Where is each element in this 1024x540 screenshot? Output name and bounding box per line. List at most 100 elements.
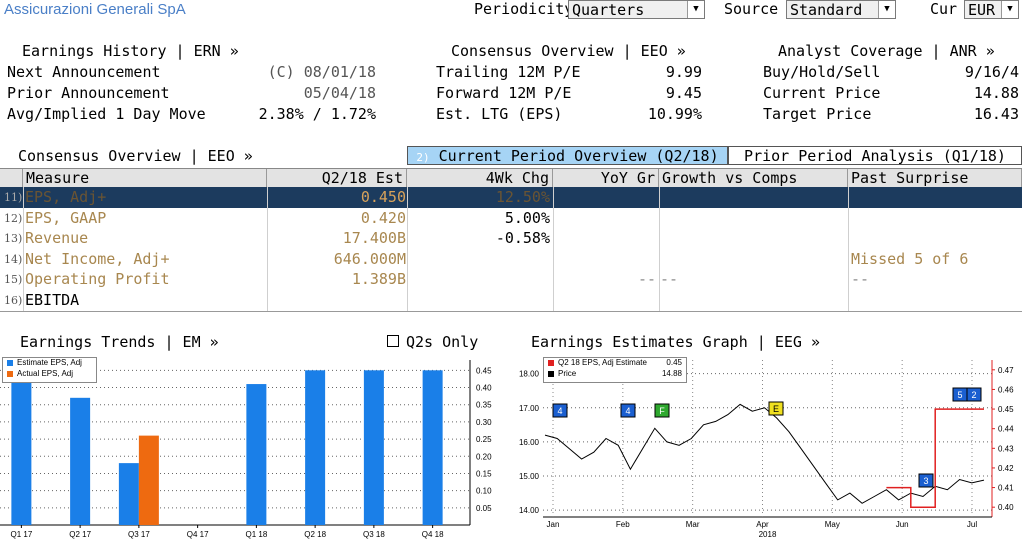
header-spacer (0, 169, 23, 188)
estimate-bar (70, 397, 91, 525)
measure-cell: Operating Profit (25, 270, 170, 289)
surprise-cell: Missed 5 of 6 (851, 249, 969, 268)
table-heading[interactable]: Consensus Overview | EEO » (18, 147, 253, 165)
col-yoy-gr[interactable]: YoY Gr (553, 169, 659, 188)
row-number: 15) (4, 273, 23, 287)
table-header: Measure Q2/18 Est 4Wk Chg YoY Gr Growth … (0, 168, 1022, 189)
earnings-trends-heading[interactable]: Earnings Trends | EM » (20, 333, 219, 351)
row-number: 14) (4, 252, 23, 266)
prior-announcement-label: Prior Announcement (7, 84, 170, 102)
estimate-bar (11, 377, 32, 525)
table-row[interactable]: 13) Revenue 17.400B -0.58% (0, 228, 1022, 249)
event-marker (552, 403, 568, 418)
table-row[interactable]: 15) Operating Profit 1.389B -- -- -- (0, 269, 1022, 290)
estimate-bar (363, 370, 384, 525)
table-row[interactable]: 16) EBITDA (0, 290, 1022, 311)
source-label: Source (724, 0, 779, 18)
q2s-only-checkbox[interactable] (387, 335, 399, 347)
estimate-line (886, 408, 984, 508)
estimates-graph-heading[interactable]: Earnings Estimates Graph | EEG » (531, 333, 820, 351)
source-select[interactable]: Standard ▼ (786, 0, 896, 19)
x-tick-label: Q3 18 (363, 530, 385, 539)
table-row[interactable]: 12) EPS, GAAP 0.420 5.00% (0, 208, 1022, 229)
tab-prior-period[interactable]: Prior Period Analysis (Q1/18) (728, 146, 1022, 165)
x-tick-label: Q2 18 (304, 530, 326, 539)
current-price-label: Current Price (763, 84, 881, 102)
x-tick-label: Q3 17 (128, 530, 150, 539)
row-number: 16) (4, 294, 23, 307)
right-tick-label: 0.43 (998, 444, 1014, 453)
legend-price-value: 14.88 (661, 369, 682, 378)
periodicity-select[interactable]: Quarters ▼ (568, 0, 705, 19)
current-price-value: 14.88 (973, 84, 1019, 102)
event-marker (918, 473, 934, 488)
x-tick-label: Q1 17 (10, 530, 32, 539)
estimate-bar (422, 370, 443, 525)
implied-move-value: 2.38% / 1.72% (258, 105, 376, 123)
ltg-label: Est. LTG (EPS) (436, 105, 563, 123)
measure-cell: EPS, Adj+ (25, 188, 107, 206)
col-divider (267, 187, 268, 311)
est-cell: 646.000M (333, 249, 406, 268)
tab-prior-label: Prior Period Analysis (Q1/18) (744, 147, 1006, 165)
consensus-heading[interactable]: Consensus Overview | EEO » (451, 42, 686, 60)
col-past-surprise[interactable]: Past Surprise (848, 169, 1022, 188)
x-tick-label: Q4 17 (187, 530, 209, 539)
right-tick-label: 0.42 (998, 464, 1014, 473)
tab-current-period[interactable]: 2) Current Period Overview (Q2/18) (407, 146, 728, 165)
legend-swatch-estimate (548, 360, 554, 366)
chevron-down-icon: ▼ (687, 1, 704, 18)
forward-pe-label: Forward 12M P/E (436, 84, 572, 102)
eeg-legend: Q2 18 EPS, Adj Estimate 0.45 Price 14.88 (543, 357, 687, 383)
row-number: 11) (4, 191, 23, 204)
y-tick-label: 0.40 (476, 384, 492, 393)
event-marker-label: 3 (923, 476, 928, 486)
col-est[interactable]: Q2/18 Est (267, 169, 407, 188)
row-number: 12) (4, 211, 23, 225)
estimate-bar (246, 384, 267, 525)
analyst-coverage-heading[interactable]: Analyst Coverage | ANR » (778, 42, 995, 60)
periodicity-value: Quarters (572, 1, 645, 19)
event-marker-label: F (659, 406, 665, 416)
y-tick-label: 0.05 (476, 504, 492, 513)
left-tick-label: 17.00 (519, 404, 540, 413)
col-measure[interactable]: Measure (23, 169, 267, 188)
right-tick-label: 0.41 (998, 484, 1014, 493)
est-cell: 0.450 (360, 188, 406, 206)
target-price-label: Target Price (763, 105, 872, 123)
x-tick-label: Apr (756, 520, 769, 529)
legend-swatch-estimate (7, 360, 13, 366)
est-cell: 17.400B (342, 229, 406, 248)
next-announcement-value: (C) 08/01/18 (267, 63, 376, 81)
table-row[interactable]: 11) EPS, Adj+ 0.450 12.50% (0, 187, 1022, 208)
event-marker-label: 4 (557, 406, 562, 416)
periodicity-label: Periodicity (474, 0, 574, 18)
table-row[interactable]: 14) Net Income, Adj+ 646.000M Missed 5 o… (0, 249, 1022, 270)
chg-cell: 5.00% (504, 208, 550, 227)
y-tick-label: 0.25 (476, 435, 492, 444)
y-tick-label: 0.20 (476, 452, 492, 461)
x-tick-label: Feb (616, 520, 630, 529)
left-tick-label: 18.00 (519, 370, 540, 379)
y-tick-label: 0.30 (476, 418, 492, 427)
right-tick-label: 0.47 (998, 366, 1014, 375)
legend-estimate-label: Estimate EPS, Adj (17, 358, 82, 367)
x-tick-label: Mar (686, 520, 700, 529)
currency-select[interactable]: EUR ▼ (964, 0, 1019, 19)
table-bottom-border (0, 311, 1022, 312)
right-tick-label: 0.44 (998, 425, 1014, 434)
buy-hold-sell-label: Buy/Hold/Sell (763, 63, 881, 81)
event-marker-label: 4 (625, 406, 630, 416)
estimates-graph-chart: 14.00 15.00 16.00 17.00 18.00 0.40 0.41 0.42 0.4… (519, 360, 1014, 539)
x-tick-label: Jan (547, 520, 560, 529)
row-number: 13) (4, 232, 23, 246)
earnings-history-heading[interactable]: Earnings History | ERN » (22, 42, 239, 60)
col-4wk-chg[interactable]: 4Wk Chg (407, 169, 553, 188)
col-growth-vs-comps[interactable]: Growth vs Comps (659, 169, 848, 188)
right-tick-label: 0.46 (998, 385, 1014, 394)
y-tick-label: 0.10 (476, 487, 492, 496)
event-marker-label: 5 (957, 390, 962, 400)
chevron-down-icon: ▼ (1001, 1, 1018, 18)
currency-value: EUR (968, 1, 996, 19)
forward-pe-value: 9.45 (665, 84, 702, 102)
